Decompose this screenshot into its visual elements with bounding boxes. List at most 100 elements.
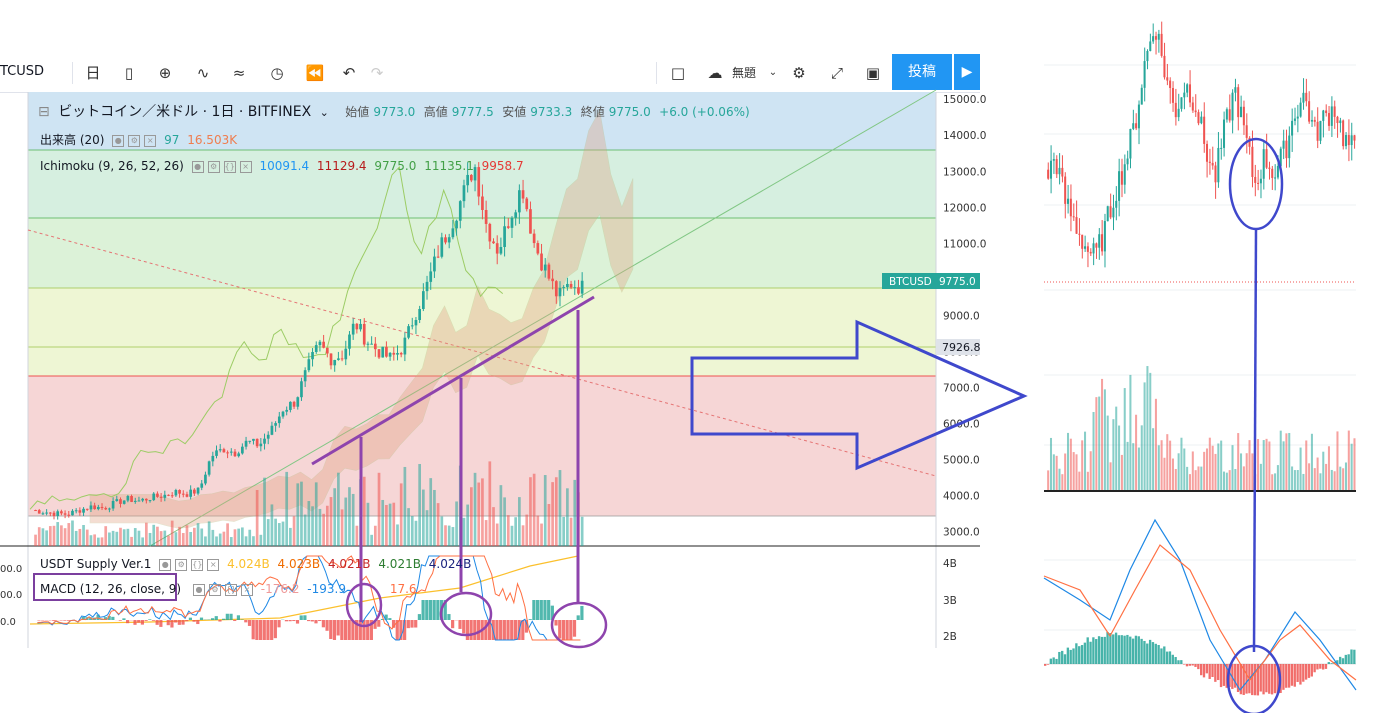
- macd-label[interactable]: MACD (12, 26, close, 9): [40, 582, 182, 596]
- lower-axis: 4B 3B 2B 00.0 00.0 0.0: [0, 558, 957, 643]
- zoom-macd-bar: [1154, 643, 1157, 664]
- candle-body: [60, 511, 63, 514]
- eye-icon[interactable]: ●: [192, 583, 205, 596]
- macd-histogram-bar: [196, 620, 200, 625]
- volume-bar: [93, 534, 96, 546]
- macd-histogram-bar: [52, 620, 56, 621]
- add-indicator-icon[interactable]: ⊕: [158, 64, 172, 82]
- volume-bar: [100, 537, 104, 546]
- undo-icon[interactable]: ↶: [342, 64, 356, 82]
- zoom-macd-bar: [1285, 664, 1288, 688]
- candle-body: [34, 510, 37, 512]
- zoom-candle-body: [1259, 178, 1262, 184]
- layout-square-icon[interactable]: □: [670, 64, 686, 82]
- zoom-macd-bar: [1117, 635, 1121, 664]
- usdt-value: 4.024B: [428, 557, 472, 571]
- camera-icon[interactable]: ▣: [865, 64, 881, 82]
- zoom-macd-bar: [1302, 664, 1305, 682]
- cloud-icon[interactable]: ☁: [707, 64, 723, 82]
- volume-label[interactable]: 出来高 (20): [40, 133, 105, 147]
- main-title[interactable]: ビットコイン／米ドル · 1日 · BITFINEX: [58, 104, 312, 120]
- indicators-icon[interactable]: ≈: [232, 64, 246, 82]
- zoom-candle-body: [1251, 146, 1254, 177]
- candle-body: [263, 438, 266, 444]
- volume-bar: [119, 527, 122, 546]
- usdt-label[interactable]: USDT Supply Ver.1: [40, 557, 152, 571]
- code-icon[interactable]: {}: [223, 160, 236, 173]
- settings-icon[interactable]: ⚙: [175, 558, 188, 571]
- eye-icon[interactable]: ●: [159, 558, 172, 571]
- macd-histogram-bar: [107, 615, 111, 620]
- volume-bar: [152, 524, 156, 546]
- volume-bar: [562, 516, 566, 546]
- alert-clock-icon[interactable]: ◷: [270, 64, 284, 82]
- settings-gear-icon[interactable]: ⚙: [792, 64, 806, 82]
- candle-style-icon[interactable]: ▯: [124, 64, 134, 82]
- ichimoku-label[interactable]: Ichimoku (9, 26, 52, 26): [40, 159, 184, 173]
- price-tick-label: 7000.0: [943, 382, 980, 394]
- ichimoku-value: 9775.0: [374, 159, 417, 173]
- play-icon[interactable]: ▶: [954, 54, 980, 90]
- price-tick-label: 11000.0: [943, 238, 986, 250]
- redo-icon[interactable]: ↷: [370, 64, 384, 82]
- zoom-candle-body: [1271, 168, 1274, 178]
- close-icon[interactable]: ×: [240, 583, 253, 596]
- zoom-candle-body: [1058, 167, 1061, 175]
- volume-bar: [37, 527, 41, 546]
- volume-bar: [133, 528, 137, 546]
- zoom-candle-body: [1347, 135, 1350, 146]
- macd-histogram-bar: [273, 620, 277, 639]
- candle-body: [211, 455, 215, 462]
- volume-bar: [200, 528, 204, 546]
- zoom-candle-body: [1115, 200, 1118, 208]
- zoom-macd-bar: [1049, 658, 1053, 664]
- macd-histogram-bar: [277, 620, 281, 628]
- close-icon[interactable]: ×: [239, 160, 252, 173]
- volume-bar: [370, 534, 373, 546]
- macd-histogram-bar: [462, 620, 466, 634]
- fib-zone-green-2: [28, 218, 936, 288]
- macd-histogram-bar: [561, 620, 566, 640]
- close-icon[interactable]: ×: [144, 134, 157, 147]
- zoom-volume-bar: [1112, 419, 1115, 490]
- settings-icon[interactable]: ⚙: [208, 583, 221, 596]
- code-icon[interactable]: {}: [224, 583, 237, 596]
- post-button[interactable]: 投稿: [892, 54, 952, 90]
- candle-body: [152, 493, 156, 501]
- eye-icon[interactable]: ●: [112, 134, 125, 147]
- candle-body: [122, 500, 126, 504]
- chevron-down-icon[interactable]: ⌄: [768, 67, 778, 78]
- zoom-candle-body: [1120, 171, 1123, 185]
- symbol-label[interactable]: TCUSD: [0, 64, 45, 79]
- candle-body: [104, 508, 108, 510]
- chevron-down-icon[interactable]: ⌄: [319, 106, 329, 119]
- zoom-candle-body: [1234, 87, 1237, 93]
- volume-bar: [325, 505, 329, 546]
- zoom-candle-body: [1146, 51, 1149, 62]
- code-icon[interactable]: {}: [191, 558, 204, 571]
- price-axis: 15000.0 14000.0 13000.0 12000.0 11000.0 9000.…: [943, 94, 986, 538]
- settings-icon[interactable]: ⚙: [128, 134, 141, 147]
- zoom-macd-bar: [1151, 642, 1155, 664]
- usdt-tick-label: 4B: [943, 558, 957, 570]
- close-icon[interactable]: ×: [207, 558, 220, 571]
- fullscreen-icon[interactable]: ⤢: [830, 64, 843, 82]
- eye-icon[interactable]: ●: [191, 160, 204, 173]
- volume-bar: [307, 501, 311, 546]
- zoom-volume-bar: [1183, 448, 1186, 490]
- replay-icon[interactable]: ⏪: [305, 64, 325, 82]
- volume-bar: [222, 531, 226, 546]
- compare-icon[interactable]: ∿: [196, 64, 210, 82]
- candle-body: [67, 514, 71, 516]
- usdt-tick-label: 2B: [943, 631, 957, 643]
- zoom-candle-body: [1333, 106, 1336, 117]
- interval-button[interactable]: 日: [85, 64, 101, 82]
- save-name-label[interactable]: 無題: [731, 66, 756, 80]
- collapse-icon[interactable]: ⊟: [38, 104, 50, 120]
- price-tick-label: 15000.0: [943, 94, 986, 106]
- zoom-candle-body: [1254, 176, 1257, 183]
- settings-icon[interactable]: ⚙: [207, 160, 220, 173]
- zoom-macd-bar: [1092, 637, 1095, 664]
- zoom-circle-bottom: [1226, 644, 1282, 713]
- zoom-volume-bar: [1248, 440, 1251, 490]
